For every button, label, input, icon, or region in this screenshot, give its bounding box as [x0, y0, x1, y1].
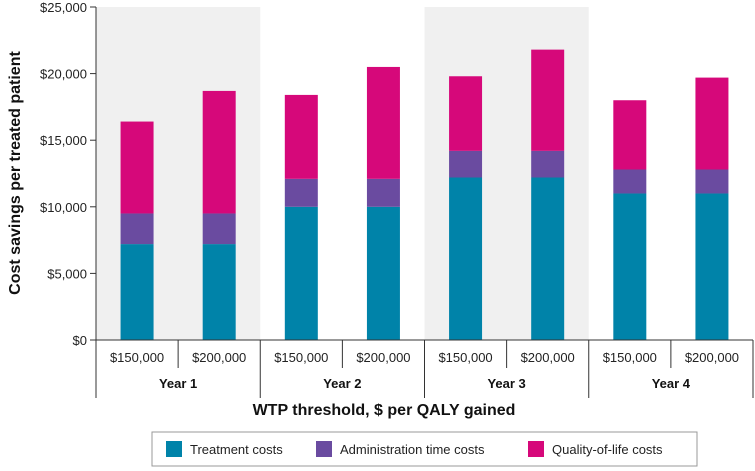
- x-category-label: $150,000: [274, 350, 328, 365]
- bar-treatment-costs-year-3-200k: [531, 177, 565, 340]
- bar-administration-time-costs-year-3-200k: [531, 150, 565, 178]
- x-category-label: $200,000: [192, 350, 246, 365]
- x-category-label: $150,000: [110, 350, 164, 365]
- bar-quality-of-life-costs-year-2-200k: [366, 66, 400, 179]
- y-tick-label: $15,000: [40, 133, 87, 148]
- legend-label-quality-of-life: Quality-of-life costs: [552, 442, 663, 457]
- bar-quality-of-life-costs-year-1-150k: [120, 121, 154, 214]
- bar-quality-of-life-costs-year-3-200k: [531, 49, 565, 151]
- y-tick-label: $5,000: [47, 266, 87, 281]
- bar-quality-of-life-costs-year-1-200k: [202, 90, 236, 214]
- bar-treatment-costs-year-2-200k: [366, 206, 400, 340]
- bar-quality-of-life-costs-year-2-150k: [284, 94, 318, 179]
- x-category-label: $200,000: [356, 350, 410, 365]
- bar-treatment-costs-year-1-200k: [202, 244, 236, 340]
- x-category-label: $200,000: [521, 350, 575, 365]
- bar-administration-time-costs-year-1-150k: [120, 213, 154, 245]
- x-group-label: Year 4: [652, 376, 691, 391]
- x-group-label: Year 3: [487, 376, 525, 391]
- bar-quality-of-life-costs-year-4-200k: [695, 77, 729, 170]
- bar-treatment-costs-year-2-150k: [284, 206, 318, 340]
- legend-label-administration: Administration time costs: [340, 442, 485, 457]
- x-category-label: $150,000: [603, 350, 657, 365]
- bar-treatment-costs-year-1-150k: [120, 244, 154, 340]
- bar-treatment-costs-year-3-150k: [449, 177, 483, 340]
- y-tick-label: $0: [73, 333, 87, 348]
- bar-quality-of-life-costs-year-3-150k: [449, 76, 483, 151]
- bar-administration-time-costs-year-2-150k: [284, 178, 318, 207]
- bar-administration-time-costs-year-3-150k: [449, 150, 483, 178]
- legend-swatch-treatment: [166, 441, 182, 457]
- legend: Treatment costs Administration time cost…: [151, 431, 698, 467]
- y-tick-label: $20,000: [40, 67, 87, 82]
- y-tick-label: $25,000: [40, 0, 87, 15]
- bar-quality-of-life-costs-year-4-150k: [613, 100, 647, 170]
- x-category-label: $150,000: [438, 350, 492, 365]
- bar-treatment-costs-year-4-150k: [613, 193, 647, 340]
- x-group-label: Year 1: [159, 376, 197, 391]
- bar-administration-time-costs-year-4-150k: [613, 169, 647, 194]
- legend-swatch-quality-of-life: [528, 441, 544, 457]
- y-tick-label: $10,000: [40, 200, 87, 215]
- x-group-label: Year 2: [323, 376, 361, 391]
- y-axis-title: Cost savings per treated patient: [7, 51, 24, 295]
- bar-treatment-costs-year-4-200k: [695, 193, 729, 340]
- x-axis-title: WTP threshold, $ per QALY gained: [253, 402, 516, 419]
- bar-administration-time-costs-year-1-200k: [202, 213, 236, 245]
- legend-swatch-administration: [316, 441, 332, 457]
- bar-administration-time-costs-year-4-200k: [695, 169, 729, 194]
- legend-label-treatment: Treatment costs: [190, 442, 283, 457]
- bar-administration-time-costs-year-2-200k: [366, 178, 400, 207]
- x-category-label: $200,000: [685, 350, 739, 365]
